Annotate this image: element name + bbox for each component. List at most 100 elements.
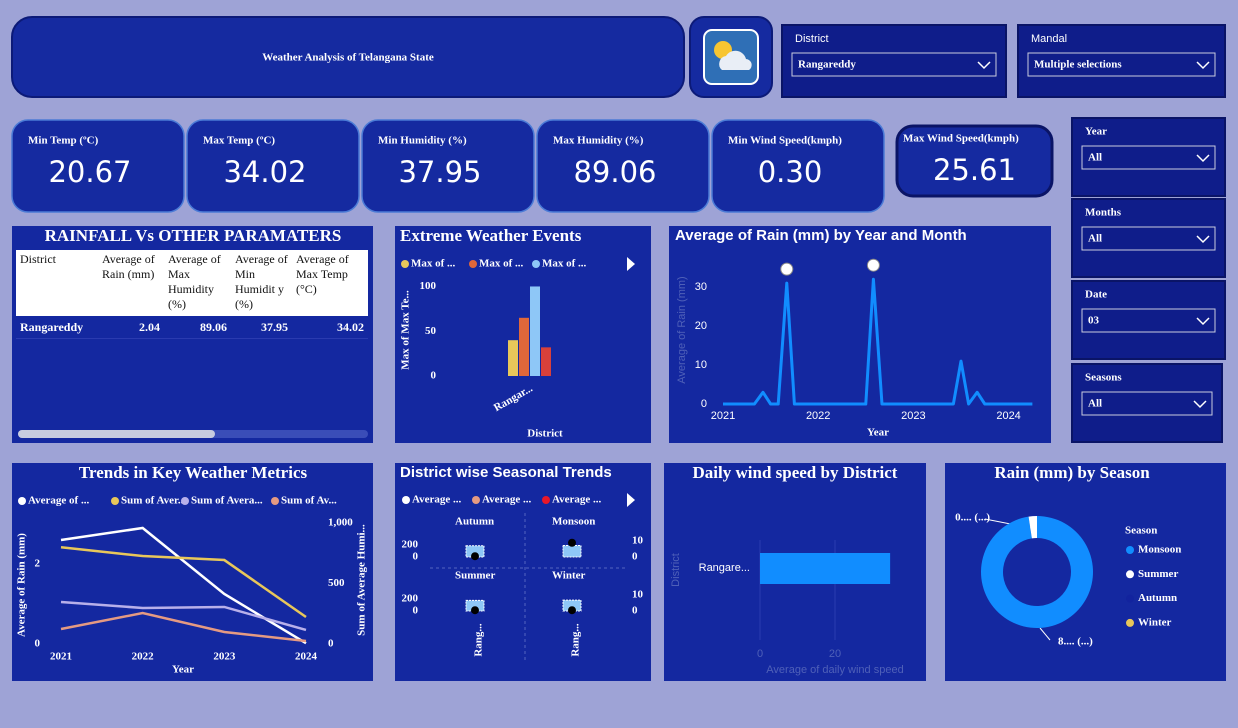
slicer-label: Date <box>1085 289 1107 301</box>
legend-label: Average ... <box>552 494 602 506</box>
slicer-value: 03 <box>1088 315 1100 327</box>
chevron <box>1196 61 1210 70</box>
legend-label: Winter <box>1138 616 1172 628</box>
y-tick-label: 0 <box>35 638 41 650</box>
kpi-card <box>895 124 1054 198</box>
point <box>471 606 479 615</box>
y-tick-label: 30 <box>695 281 707 293</box>
y-tick-label: 0 <box>701 398 707 410</box>
y2-tick-label: 0 <box>328 638 334 650</box>
table-cell: 34.02 <box>337 319 364 334</box>
slicer[interactable] <box>781 24 1007 98</box>
y2-tick-label: 10 <box>632 535 644 547</box>
kpi-label: Max Wind Speed(kmph) <box>903 133 1019 145</box>
table-cell: 37.95 <box>261 319 288 334</box>
chevron <box>1196 154 1210 163</box>
bar <box>760 553 891 584</box>
weather-icon <box>703 29 759 85</box>
x-tick-label: 2021 <box>711 410 735 422</box>
line <box>723 277 1033 406</box>
legend-label: Sum of Av... <box>281 495 337 507</box>
y-tick-label: 0 <box>431 370 437 382</box>
slicer-value: All <box>1088 152 1102 164</box>
dropdown[interactable] <box>1027 52 1216 77</box>
kpi-card <box>711 119 885 213</box>
kpi-card <box>361 119 535 213</box>
x-axis-title: Year <box>172 664 194 676</box>
peak-marker <box>780 262 794 276</box>
panel-title: Winter <box>552 570 586 582</box>
dropdown[interactable] <box>1081 391 1213 416</box>
seasonal-panel <box>395 463 651 681</box>
kpi-label: Min Humidity (%) <box>378 135 467 147</box>
dropdown[interactable] <box>1081 308 1216 333</box>
x-tick-label: 0 <box>757 648 763 660</box>
peak-marker <box>866 258 880 272</box>
chart-title: Daily wind speed by District <box>693 463 898 482</box>
slicer-label: District <box>795 33 829 45</box>
slicer-value: Rangareddy <box>798 59 856 71</box>
y-tick-label: 2 <box>35 558 41 570</box>
table-row: Rangareddy 2.04 89.06 37.95 34.02 <box>16 316 368 339</box>
y-axis-title: District <box>670 553 682 587</box>
y-tick-label: 10 <box>695 359 707 371</box>
bar <box>519 317 529 376</box>
x-axis-title: District <box>527 428 563 440</box>
dropdown[interactable] <box>1081 226 1216 251</box>
slicer-label: Months <box>1085 207 1122 219</box>
legend-swatch <box>532 260 540 268</box>
donut-slice <box>1028 516 1037 539</box>
table-header: District Average of Rain (mm) Average of M… <box>16 250 368 316</box>
kpi-value: 0.30 <box>758 155 823 189</box>
legend-swatch <box>469 260 477 268</box>
slicer-value: Multiple selections <box>1034 59 1122 71</box>
legend-swatch <box>1126 546 1134 554</box>
legend-arrow[interactable] <box>627 493 635 507</box>
legend-swatch <box>271 497 279 505</box>
x-axis-title: Average of daily wind speed <box>766 664 903 676</box>
legend-swatch <box>1126 618 1134 627</box>
scrollbar-thumb[interactable] <box>18 430 215 438</box>
line <box>60 545 307 619</box>
chart-title: Rain (mm) by Season <box>994 463 1150 482</box>
legend-label: Max of ... <box>479 258 524 270</box>
legend-title: Season <box>1125 525 1157 537</box>
chevron <box>1193 400 1207 409</box>
y2-axis-title: Sum of Average Humi... <box>356 524 368 636</box>
chart-title: Extreme Weather Events <box>400 226 582 245</box>
bar <box>508 340 518 376</box>
point <box>568 538 576 547</box>
table-wrap: District Average of Rain (mm) Average of M… <box>16 250 368 339</box>
legend-swatch <box>1126 594 1134 603</box>
column-header: Average of Max Humidity (%) <box>168 252 221 311</box>
line <box>60 600 307 632</box>
y2-tick-label: 10 <box>632 589 644 601</box>
kpi-card <box>11 119 185 213</box>
x-tick-label: 2022 <box>806 410 830 422</box>
legend-swatch <box>111 497 119 505</box>
legend-swatch <box>401 260 409 268</box>
column-header: Average of Min Humidit y (%) <box>235 252 288 311</box>
chevron <box>1196 317 1210 326</box>
title-box <box>11 16 685 98</box>
slicer[interactable] <box>1017 24 1226 98</box>
slicer-value: All <box>1088 398 1102 410</box>
y2-tick-label: 500 <box>328 577 345 589</box>
dropdown[interactable] <box>791 52 997 77</box>
y-axis-title: Average of Rain (mm) <box>676 276 688 383</box>
kpi-card <box>536 119 710 213</box>
x-tick-label: 20 <box>829 648 841 660</box>
y-tick-label: 20 <box>695 320 707 332</box>
icon-cloud <box>719 50 752 70</box>
dropdown[interactable] <box>1081 145 1216 170</box>
y-tick-label: 200 <box>402 539 419 551</box>
legend-label: Summer <box>1138 568 1178 580</box>
legend-label: Max of ... <box>411 258 456 270</box>
legend-arrow[interactable] <box>627 257 635 271</box>
kpi-value: 37.95 <box>398 155 481 189</box>
bar <box>562 544 582 558</box>
column-header: Average of Rain (mm) <box>102 252 155 281</box>
slicer-label: Year <box>1085 126 1107 138</box>
legend-swatch <box>181 497 189 505</box>
panel-title: Monsoon <box>552 516 595 528</box>
